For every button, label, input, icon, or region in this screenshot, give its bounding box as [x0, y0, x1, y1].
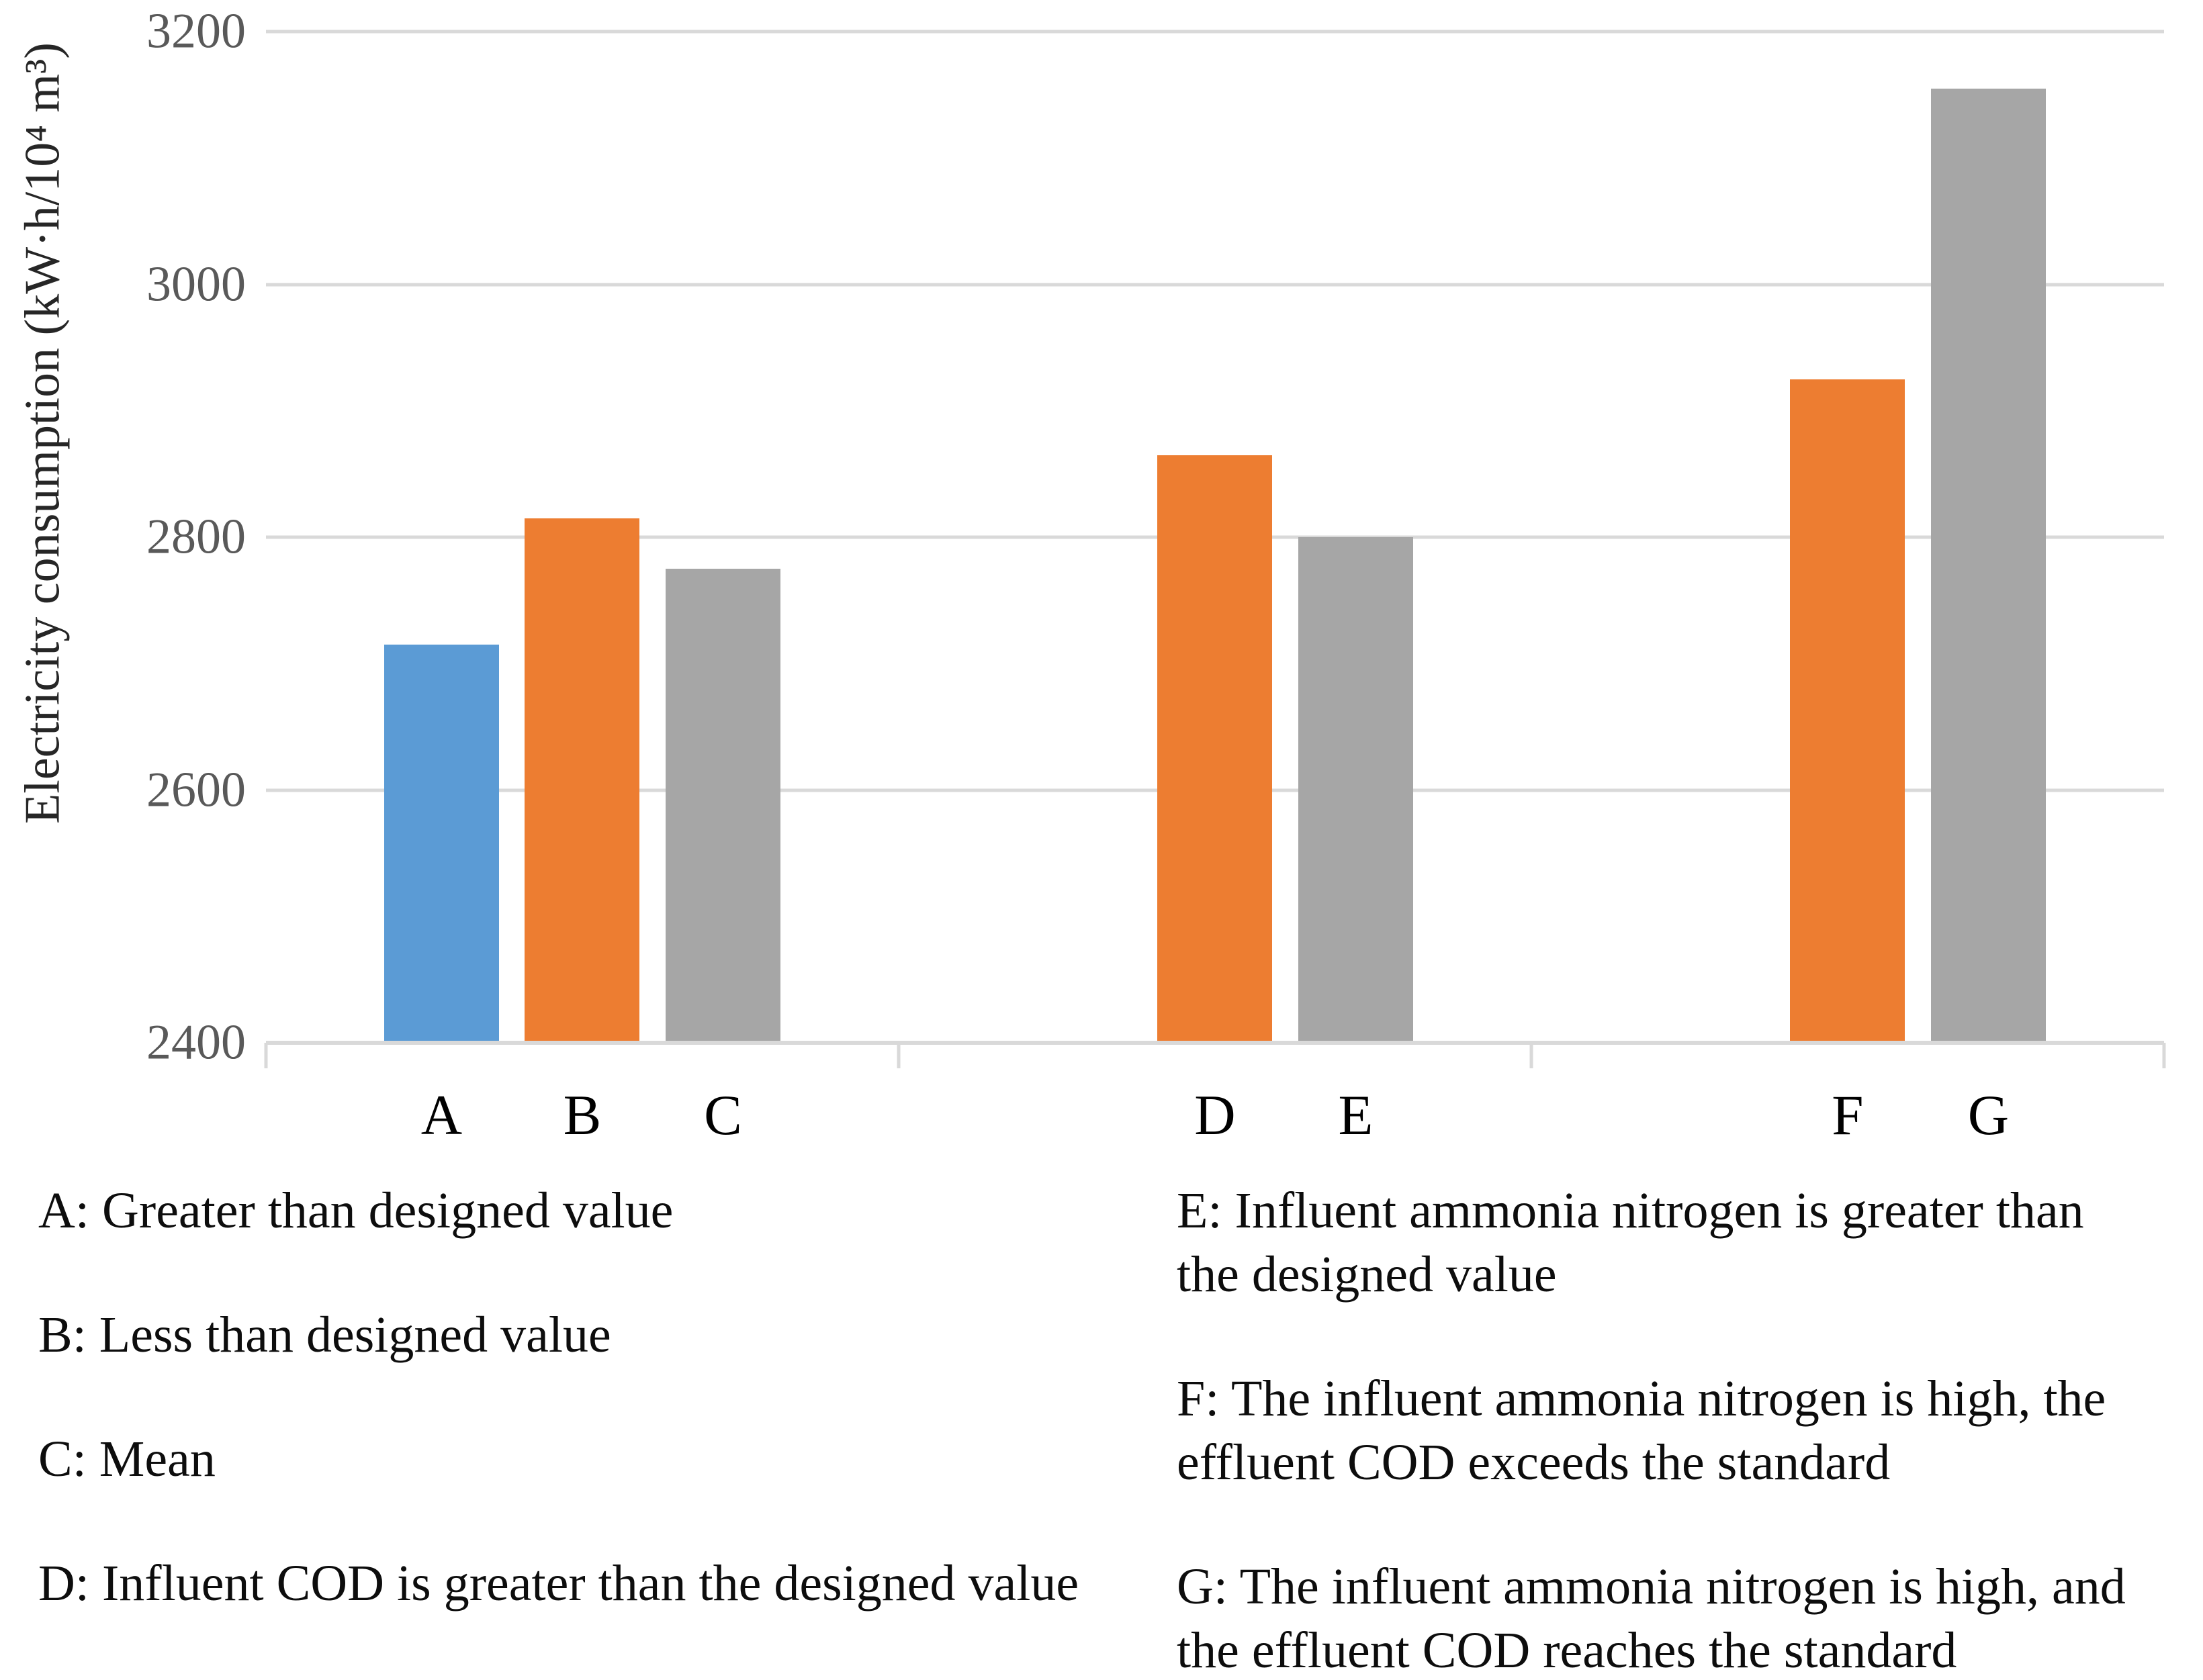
bar-E	[1298, 537, 1413, 1043]
x-tick	[264, 1043, 268, 1068]
y-tick-label: 2400	[146, 1015, 246, 1070]
legend-entry: A: Greater than designed value	[38, 1182, 674, 1239]
category-label-B: B	[563, 1084, 602, 1147]
bar-D	[1157, 455, 1273, 1043]
x-axis-line	[266, 1041, 2164, 1045]
legend-entry: F: The influent ammonia nitrogen is high…	[1177, 1370, 2106, 1491]
legend-entry: G: The influent ammonia nitrogen is high…	[1177, 1558, 2126, 1679]
x-tick	[2162, 1043, 2166, 1068]
x-tick	[897, 1043, 901, 1068]
bar-B	[525, 518, 640, 1043]
category-label-C: C	[704, 1084, 742, 1147]
y-tick-label: 2800	[146, 509, 246, 565]
legend-column-left: A: Greater than designed value B: Less th…	[38, 1179, 1140, 1676]
y-tick-label: 3000	[146, 256, 246, 312]
y-axis-tick-labels: 2400 2600 2800 3000 3200	[0, 4, 246, 1070]
bar-A	[384, 645, 499, 1043]
category-label-A: A	[420, 1084, 463, 1147]
legend-entry: D: Influent COD is greater than the desi…	[38, 1555, 1079, 1612]
category-label-G: G	[1967, 1084, 2010, 1147]
bar-G	[1930, 88, 2046, 1043]
legend-entry: E: Influent ammonia nitrogen is greater …	[1177, 1182, 2084, 1303]
y-tick-label: 3200	[146, 3, 246, 59]
x-axis-category-labels: A B C D E F G	[266, 1082, 2164, 1163]
y-tick-label: 2600	[146, 762, 246, 817]
legend-entry: B: Less than designed value	[38, 1307, 611, 1363]
category-label-D: D	[1194, 1084, 1236, 1147]
legend-column-right: E: Influent ammonia nitrogen is greater …	[1177, 1179, 2157, 1680]
category-label-E: E	[1338, 1084, 1374, 1147]
legend-entry: C: Mean	[38, 1431, 216, 1487]
bar-C	[665, 569, 780, 1043]
plot-area	[264, 30, 2166, 1068]
category-label-F: F	[1832, 1084, 1864, 1147]
x-tick	[1529, 1043, 1533, 1068]
gridline	[266, 30, 2164, 34]
bar-F	[1790, 379, 1905, 1043]
gridline	[266, 283, 2164, 286]
